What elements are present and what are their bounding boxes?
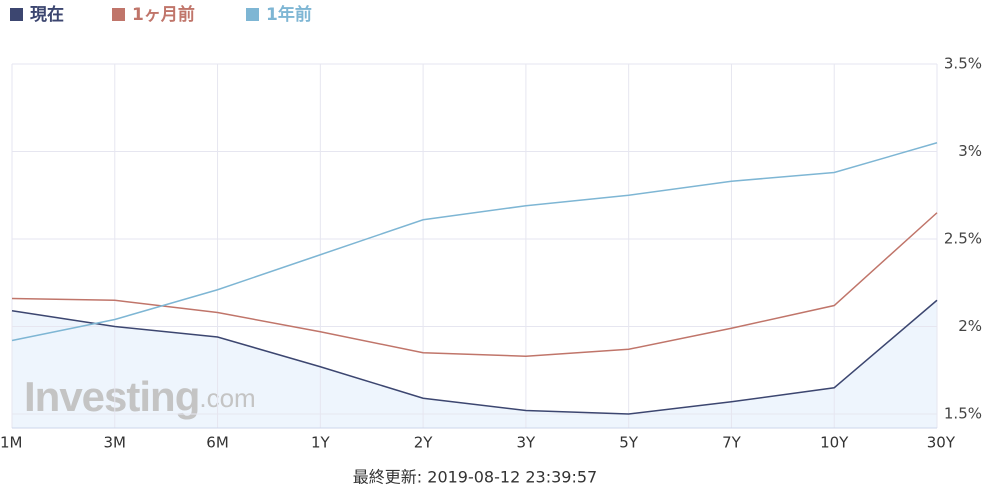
footer: 最終更新: 2019-08-12 23:39:57 [353,468,597,487]
legend-swatch [112,8,125,21]
line [11,299,938,415]
x-tick-label: 10Y [820,434,849,452]
legend-label: 1年前 [266,4,312,25]
y-tick-label: 3.5% [944,55,982,73]
x-tick-label: 5Y [619,434,639,452]
watermark: Investing.com [24,373,256,420]
line [11,142,938,342]
x-tick-label: 3Y [517,434,537,452]
x-tick-label: 30Y [927,434,956,452]
x-tick-label: 1M [0,434,23,452]
y-tick-label: 2% [958,317,982,335]
legend-label: 現在 [30,4,64,25]
legend-label: 1ヶ月前 [132,4,195,25]
y-tick-label: 1.5% [944,405,982,423]
x-tick-label: 1Y [311,434,331,452]
x-tick-label: 3M [104,434,127,452]
x-tick-label: 7Y [722,434,742,452]
legend-swatch [10,8,23,21]
x-tick-label: 2Y [414,434,434,452]
legend-swatch [246,8,259,21]
x-tick-label: 6M [206,434,229,452]
area [12,300,937,428]
watermark-brand: Investing [24,373,199,420]
watermark-suffix: .com [199,383,255,413]
y-tick-label: 3% [958,142,982,160]
y-tick-label: 2.5% [944,230,982,248]
line [11,212,938,358]
